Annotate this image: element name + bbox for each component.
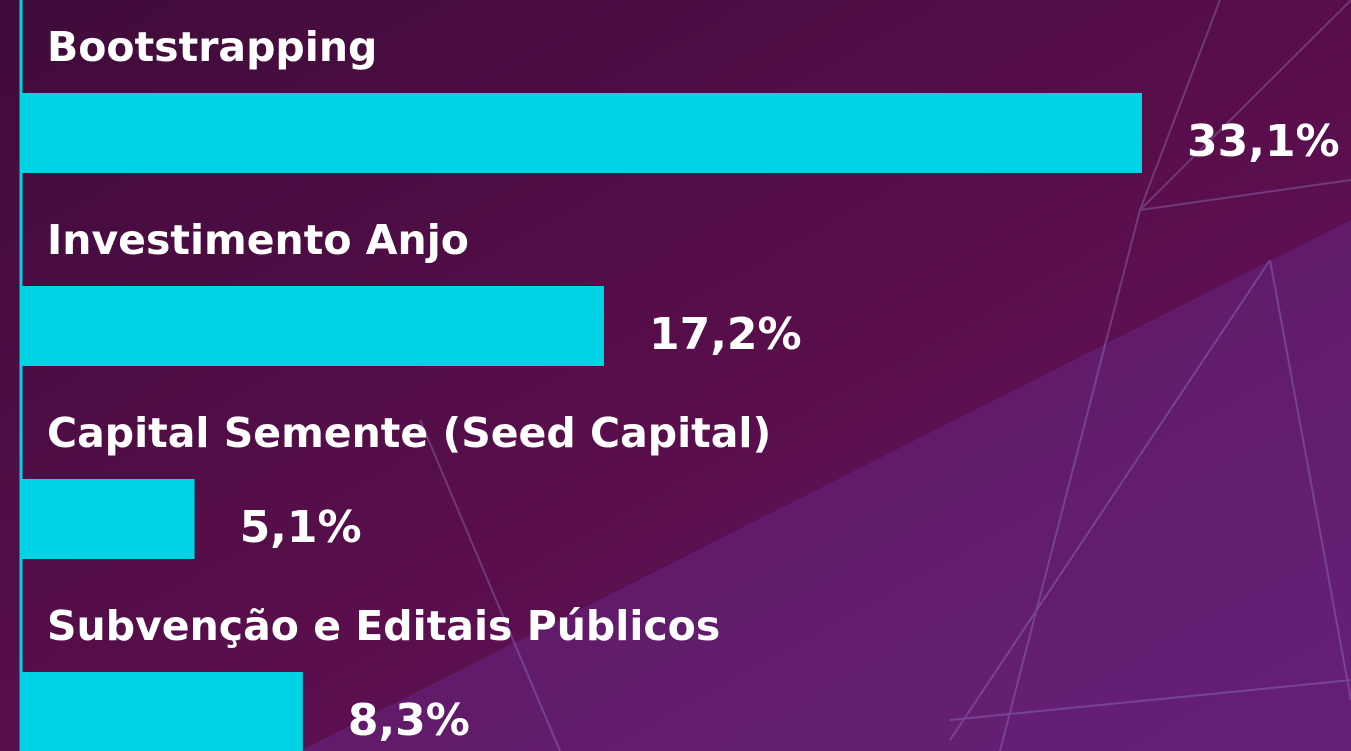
chart: Bootstrapping 33,1% Investimento Anjo 17,2%… <box>0 0 1351 751</box>
value-label: 17,2% <box>649 309 802 360</box>
bar <box>22 479 195 559</box>
value-label: 5,1% <box>240 502 362 553</box>
bar <box>22 93 1142 173</box>
bar <box>22 286 604 366</box>
bar <box>22 672 303 751</box>
category-label: Bootstrapping <box>47 23 377 71</box>
value-label: 8,3% <box>348 695 470 746</box>
value-label: 33,1% <box>1187 116 1340 167</box>
category-label: Subvenção e Editais Públicos <box>47 602 720 650</box>
category-label: Investimento Anjo <box>47 216 469 264</box>
category-label: Capital Semente (Seed Capital) <box>47 409 771 457</box>
